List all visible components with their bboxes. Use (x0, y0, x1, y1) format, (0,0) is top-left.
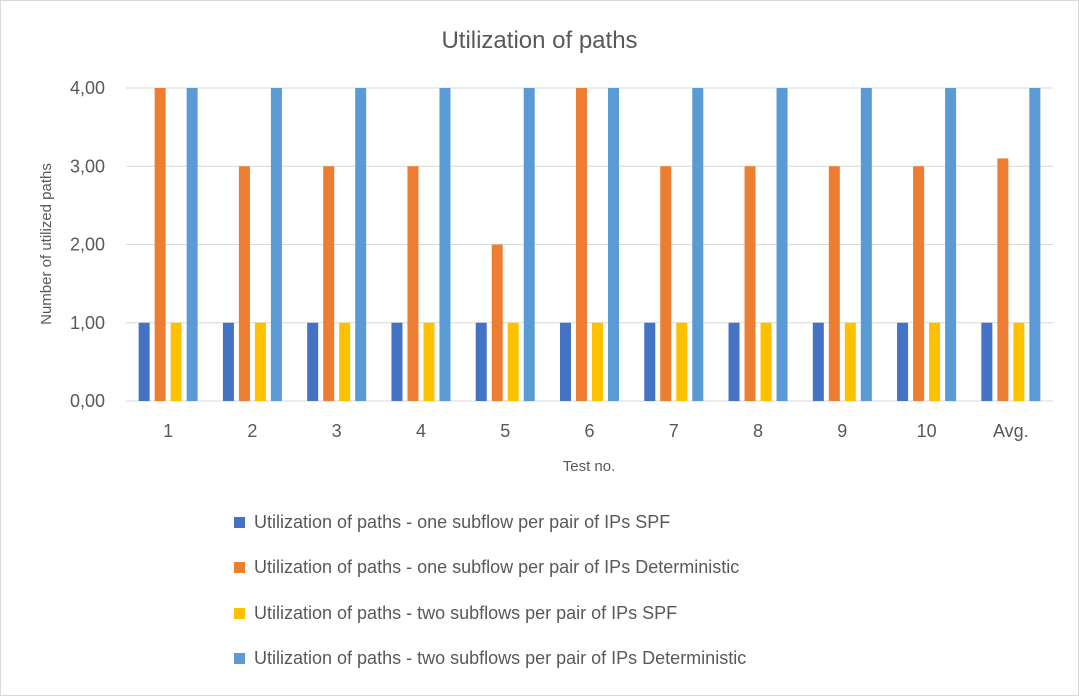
bar (776, 88, 788, 401)
bar (307, 322, 319, 401)
legend-item: Utilization of paths - two subflows per … (234, 602, 746, 624)
bar (186, 88, 198, 401)
legend: Utilization of paths - one subflow per p… (234, 511, 746, 693)
bar (744, 166, 756, 401)
legend-item: Utilization of paths - two subflows per … (234, 648, 746, 670)
legend-item: Utilization of paths - one subflow per p… (234, 557, 746, 579)
bar (170, 322, 182, 401)
bar (760, 322, 772, 401)
bar (355, 88, 367, 401)
bar (981, 322, 993, 401)
bars (138, 88, 1041, 401)
bar (439, 88, 451, 401)
x-tick-label: 2 (247, 421, 257, 441)
bar (592, 322, 603, 401)
x-tick-label: Avg. (993, 421, 1029, 441)
chart-title: Utilization of paths (441, 27, 638, 54)
y-axis-title: Number of utilized paths (38, 163, 55, 325)
bar (407, 166, 419, 401)
legend-label: Utilization of paths - two subflows per … (254, 602, 678, 623)
legend-swatch (234, 516, 245, 528)
x-tick-label: 7 (669, 421, 679, 441)
x-tick-label: 9 (837, 421, 847, 441)
y-tick-label: 2,00 (70, 235, 105, 255)
bar (475, 322, 487, 401)
legend-swatch (234, 653, 245, 664)
x-tick-label: 1 (163, 421, 173, 441)
bar (1013, 322, 1025, 401)
bar (523, 88, 535, 401)
bar (913, 166, 925, 401)
legend-label: Utilization of paths - one subflow per p… (254, 511, 671, 532)
bar (945, 88, 957, 401)
x-tick-label: 8 (753, 421, 763, 441)
bar (929, 322, 941, 401)
bar (1029, 88, 1041, 401)
legend-label: Utilization of paths - two subflows per … (254, 648, 747, 668)
y-tick-label: 4,00 (70, 78, 105, 98)
bar (138, 322, 150, 401)
bar (844, 322, 856, 401)
y-tick-label: 3,00 (70, 156, 105, 176)
legend-item: Utilization of paths - one subflow per p… (234, 511, 746, 533)
x-tick-label: 3 (332, 421, 342, 441)
bar (270, 88, 282, 401)
x-tick-label: 6 (584, 421, 594, 441)
legend-label: Utilization of paths - one subflow per p… (254, 557, 740, 577)
bar (339, 322, 351, 401)
x-tick-labels: 1 2 3 4 5 6 7 8 9 10 Avg. (163, 421, 1029, 441)
x-tick-label: 5 (500, 421, 510, 441)
bar (812, 322, 824, 401)
x-tick-label: 10 (917, 421, 937, 441)
bar (491, 244, 503, 401)
bar (423, 322, 435, 401)
bar (644, 322, 656, 401)
y-tick-labels: 0,00 1,00 2,00 3,00 4,00 (70, 78, 105, 411)
bar (997, 158, 1009, 401)
bar (560, 322, 571, 401)
bar (323, 166, 335, 401)
bar (692, 88, 704, 401)
legend-swatch (234, 562, 245, 573)
bar (238, 166, 250, 401)
bar (222, 322, 234, 401)
bar (576, 88, 587, 401)
chart-plot: 0,00 1,00 2,00 3,00 4,00 1 2 3 4 5 6 7 8 9 10 Avg. Tes… (38, 78, 1053, 475)
bar (254, 322, 266, 401)
bar (860, 88, 872, 401)
bar (828, 166, 840, 401)
legend-swatch (234, 607, 245, 619)
bar (728, 322, 740, 401)
x-tick-label: 4 (416, 421, 426, 441)
bar (897, 322, 909, 401)
y-tick-label: 1,00 (70, 313, 105, 333)
x-axis-title: Test no. (563, 458, 616, 475)
bar (608, 88, 619, 401)
bar (507, 322, 519, 401)
bar (391, 322, 403, 401)
y-tick-label: 0,00 (70, 391, 105, 411)
bar (676, 322, 688, 401)
bar (154, 88, 166, 401)
bar (660, 166, 672, 401)
